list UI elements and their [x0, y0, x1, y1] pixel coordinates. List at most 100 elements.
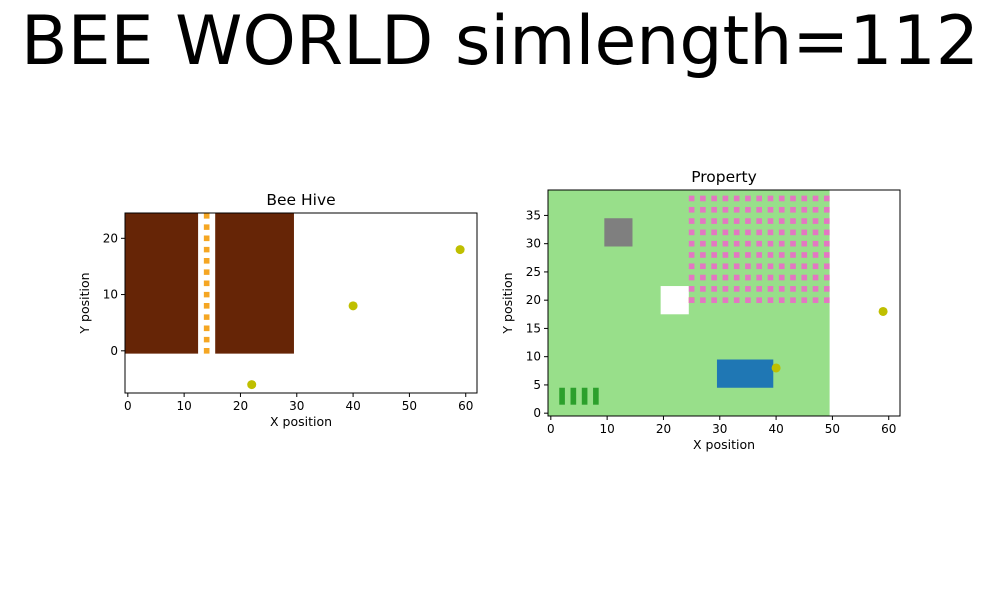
flower-cell — [823, 229, 830, 236]
x-tick-label: 20 — [233, 399, 248, 413]
flower-cell — [823, 286, 830, 292]
flower-cell — [823, 206, 830, 213]
hive-cell — [203, 235, 210, 242]
flower-cell — [756, 229, 763, 236]
x-tick-label: 50 — [402, 399, 417, 413]
hive-cell — [203, 229, 210, 236]
flower-cell — [745, 229, 751, 236]
flower-cell — [688, 195, 695, 202]
flower-cell — [700, 286, 706, 292]
x-tick-label: 40 — [345, 399, 360, 413]
scatter-point — [878, 306, 888, 316]
plant-row — [570, 387, 577, 405]
flower-cell — [812, 195, 819, 202]
y-tick-label: 15 — [526, 321, 541, 335]
chart-title: Bee Hive — [266, 191, 335, 209]
flower-cell — [733, 297, 740, 303]
flower-cell — [812, 274, 819, 281]
flower-cell — [700, 195, 706, 202]
flower-cell — [756, 263, 763, 270]
flower-cell — [767, 252, 774, 258]
flower-cell — [801, 297, 808, 303]
flower-cell — [790, 286, 796, 292]
flower-cell — [790, 240, 796, 247]
flower-cell — [688, 297, 695, 303]
hive-cell — [203, 348, 210, 354]
flower-cell — [756, 286, 763, 292]
flower-cell — [700, 263, 706, 270]
hive-cell — [203, 297, 210, 303]
flower-cell — [700, 218, 706, 224]
y-tick-label: 30 — [526, 237, 541, 251]
flower-cell — [801, 195, 808, 202]
flower-cell — [823, 297, 830, 303]
hive-cell — [203, 342, 210, 348]
hive-cell — [203, 258, 210, 264]
flower-cell — [722, 297, 729, 303]
hive-cell — [203, 252, 210, 258]
flower-cell — [767, 274, 774, 281]
hive-cell — [203, 224, 210, 230]
x-tick-label: 30 — [712, 422, 727, 436]
flower-cell — [767, 206, 774, 213]
pond-region — [716, 359, 774, 388]
flower-cell — [778, 286, 785, 292]
flower-cell — [711, 229, 717, 236]
flower-cell — [745, 297, 751, 303]
flower-cell — [756, 195, 763, 202]
flower-cell — [745, 263, 751, 270]
flower-cell — [823, 240, 830, 247]
flower-cell — [778, 252, 785, 258]
hive-cell — [203, 269, 210, 275]
plant-row — [581, 387, 588, 405]
y-tick-label: 0 — [110, 344, 118, 358]
flower-cell — [778, 263, 785, 270]
flower-cell — [790, 195, 796, 202]
flower-cell — [711, 206, 717, 213]
plot-area — [125, 213, 294, 354]
y-tick-label: 10 — [526, 350, 541, 364]
scatter-point — [348, 301, 358, 311]
x-tick-label: 30 — [289, 399, 304, 413]
flower-cell — [801, 240, 808, 247]
flower-cell — [722, 252, 729, 258]
flower-cell — [778, 206, 785, 213]
y-tick-label: 5 — [533, 378, 541, 392]
flower-cell — [733, 206, 740, 213]
flower-cell — [778, 240, 785, 247]
flower-cell — [745, 274, 751, 281]
flower-cell — [733, 229, 740, 236]
scatter-point — [247, 380, 257, 390]
flower-cell — [790, 206, 796, 213]
flower-cell — [812, 286, 819, 292]
y-tick-label: 25 — [526, 265, 541, 279]
empty-region — [660, 286, 689, 315]
plot-area — [548, 190, 830, 416]
bee-hive-chart: 0 10 20 30 40 50 60 0 10 20 Bee Hive X position Y po… — [77, 191, 478, 429]
flower-cell — [801, 274, 808, 281]
hive-cell — [203, 291, 210, 298]
flower-cell — [711, 252, 717, 258]
flower-cell — [778, 274, 785, 281]
flower-cell — [801, 206, 808, 213]
flower-cell — [767, 286, 774, 292]
flower-cell — [812, 297, 819, 303]
hive-comb-region — [125, 213, 199, 354]
flower-cell — [812, 252, 819, 258]
flower-cell — [745, 195, 751, 202]
flower-cell — [767, 297, 774, 303]
y-tick-label: 35 — [526, 208, 541, 222]
flower-cell — [790, 229, 796, 236]
hive-comb-region — [215, 213, 294, 354]
flower-cell — [711, 195, 717, 202]
flower-cell — [778, 297, 785, 303]
flower-cell — [756, 274, 763, 281]
hive-cell — [203, 274, 210, 281]
y-tick-label: 20 — [103, 231, 118, 245]
flower-cell — [812, 263, 819, 270]
flower-cell — [778, 229, 785, 236]
flower-cell — [711, 218, 717, 224]
flower-cell — [767, 263, 774, 270]
x-tick-label: 40 — [768, 422, 783, 436]
flower-cell — [688, 263, 695, 270]
